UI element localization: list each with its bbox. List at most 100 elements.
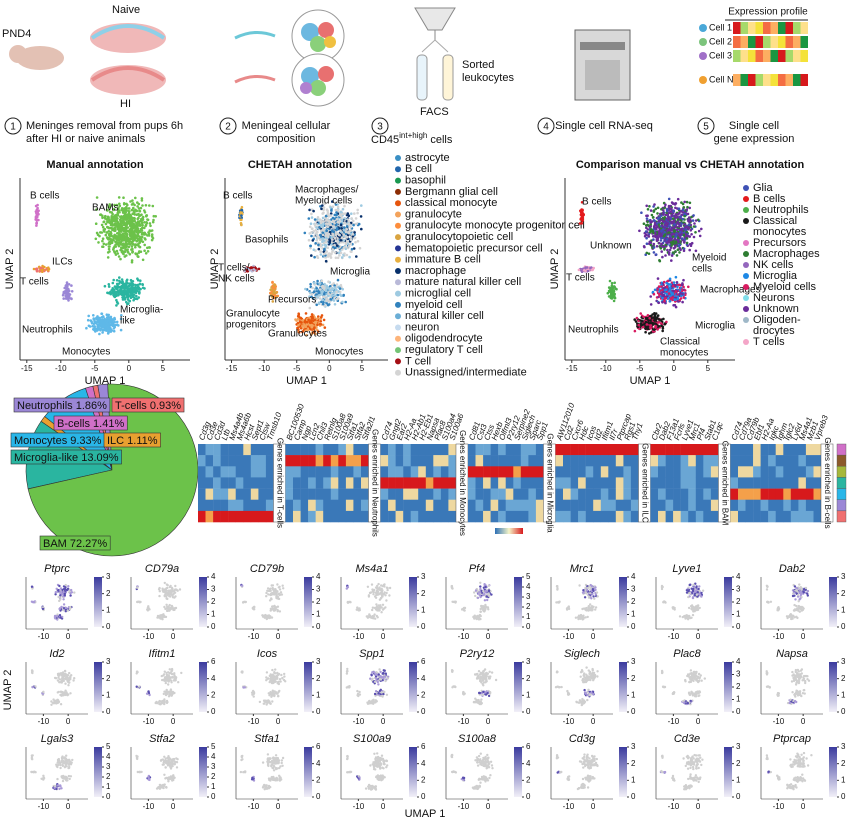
heat-cell (528, 455, 537, 467)
heat-cell (205, 466, 214, 478)
cell-point (338, 287, 342, 290)
y-axis-label: UMAP 2 (4, 249, 16, 290)
heat-cell (630, 466, 639, 478)
cell-point (646, 327, 650, 331)
heat-cell (813, 510, 822, 523)
cell-point (150, 238, 154, 242)
cell-point (656, 277, 660, 280)
cell-point (349, 250, 353, 253)
heat-cell (680, 499, 689, 512)
cell-point (139, 214, 142, 217)
cell-point (131, 212, 134, 215)
cd45-superscript: int+high (399, 131, 427, 140)
cell-point (104, 214, 107, 218)
heat-cell (650, 477, 659, 489)
cell-point (651, 321, 654, 325)
cell-point (613, 296, 617, 300)
step-circle (697, 117, 715, 135)
cell-point (101, 216, 104, 220)
heat-cell (353, 499, 362, 512)
cell-point (114, 245, 117, 248)
cell-point (109, 315, 113, 319)
cell-point (667, 297, 670, 300)
cell-point (148, 246, 151, 249)
cell-point (123, 217, 127, 221)
x-tick-label: 0 (66, 632, 71, 641)
cluster-label: B cells (223, 191, 252, 202)
cell-point (138, 224, 142, 227)
heat-cell (418, 455, 426, 467)
x-tick-label: -5 (636, 364, 644, 373)
cell-point (329, 256, 333, 259)
cell-point (673, 298, 676, 301)
heat-cell (285, 510, 294, 523)
heat-cell (623, 444, 632, 456)
umap-title: CHETAH annotation (248, 159, 353, 171)
heat-cell (593, 477, 601, 489)
heat-cell (323, 499, 331, 512)
cell-point (692, 214, 695, 217)
cell-point (653, 224, 656, 228)
heat-cell (418, 477, 426, 489)
slice-label: T-cells 0.93% (115, 400, 181, 412)
cell-point (326, 246, 330, 249)
cell-point (98, 323, 101, 327)
cell-point (157, 588, 161, 591)
legend-label: neuron (405, 321, 439, 333)
cell-point (305, 323, 309, 326)
heat-cell (475, 488, 484, 500)
heat-cell (783, 510, 792, 523)
cell-point (317, 290, 321, 294)
step-circle (537, 117, 555, 135)
legend-swatch (395, 245, 401, 252)
heat-cell (315, 455, 324, 467)
heat-cell (753, 455, 761, 467)
cell-point (112, 327, 116, 330)
heat-cell (630, 444, 639, 456)
heat-cell (790, 477, 799, 489)
cell-point (652, 210, 656, 213)
cell-point (133, 297, 137, 301)
cell-point (105, 236, 109, 239)
heat-cell (768, 466, 776, 478)
heat-cell (338, 510, 347, 523)
heat-cell (361, 510, 369, 523)
heat-cell (213, 477, 221, 489)
cell-point (329, 223, 332, 227)
heat-cell (258, 477, 267, 489)
heat-cell (535, 488, 544, 500)
cell-point (322, 318, 326, 322)
heat-cell (490, 444, 499, 456)
cell-point (125, 294, 129, 297)
cell-point (131, 251, 134, 254)
cell-point (53, 616, 57, 619)
heat-cell (805, 488, 814, 500)
heat-cell (528, 444, 537, 456)
cell-point (143, 211, 147, 214)
cell-point (116, 252, 120, 255)
cell-point (310, 234, 313, 238)
heat-cell (258, 488, 267, 500)
cell-point (106, 256, 110, 259)
heat-cell (308, 455, 316, 467)
heat-cell (695, 510, 704, 523)
heat-cell (235, 444, 244, 456)
heat-cell (703, 444, 712, 456)
heat-cell (658, 488, 666, 500)
cell-point (109, 321, 112, 324)
heat-cell (308, 466, 316, 478)
heat-cell (300, 499, 309, 512)
cell-point (64, 610, 68, 613)
cell-point (691, 219, 695, 222)
cell-point (47, 266, 50, 270)
heat-cell (703, 499, 712, 512)
heat-cell (285, 444, 294, 456)
cell-point (117, 293, 120, 297)
cell-point (141, 204, 144, 207)
heat-cell (608, 466, 617, 478)
heat-cell (805, 499, 814, 512)
heat-cell (520, 455, 529, 467)
cell-point (660, 236, 663, 240)
cluster-label: Granulocyte (226, 309, 280, 320)
legend-label: oligodendrocyte (405, 333, 483, 345)
